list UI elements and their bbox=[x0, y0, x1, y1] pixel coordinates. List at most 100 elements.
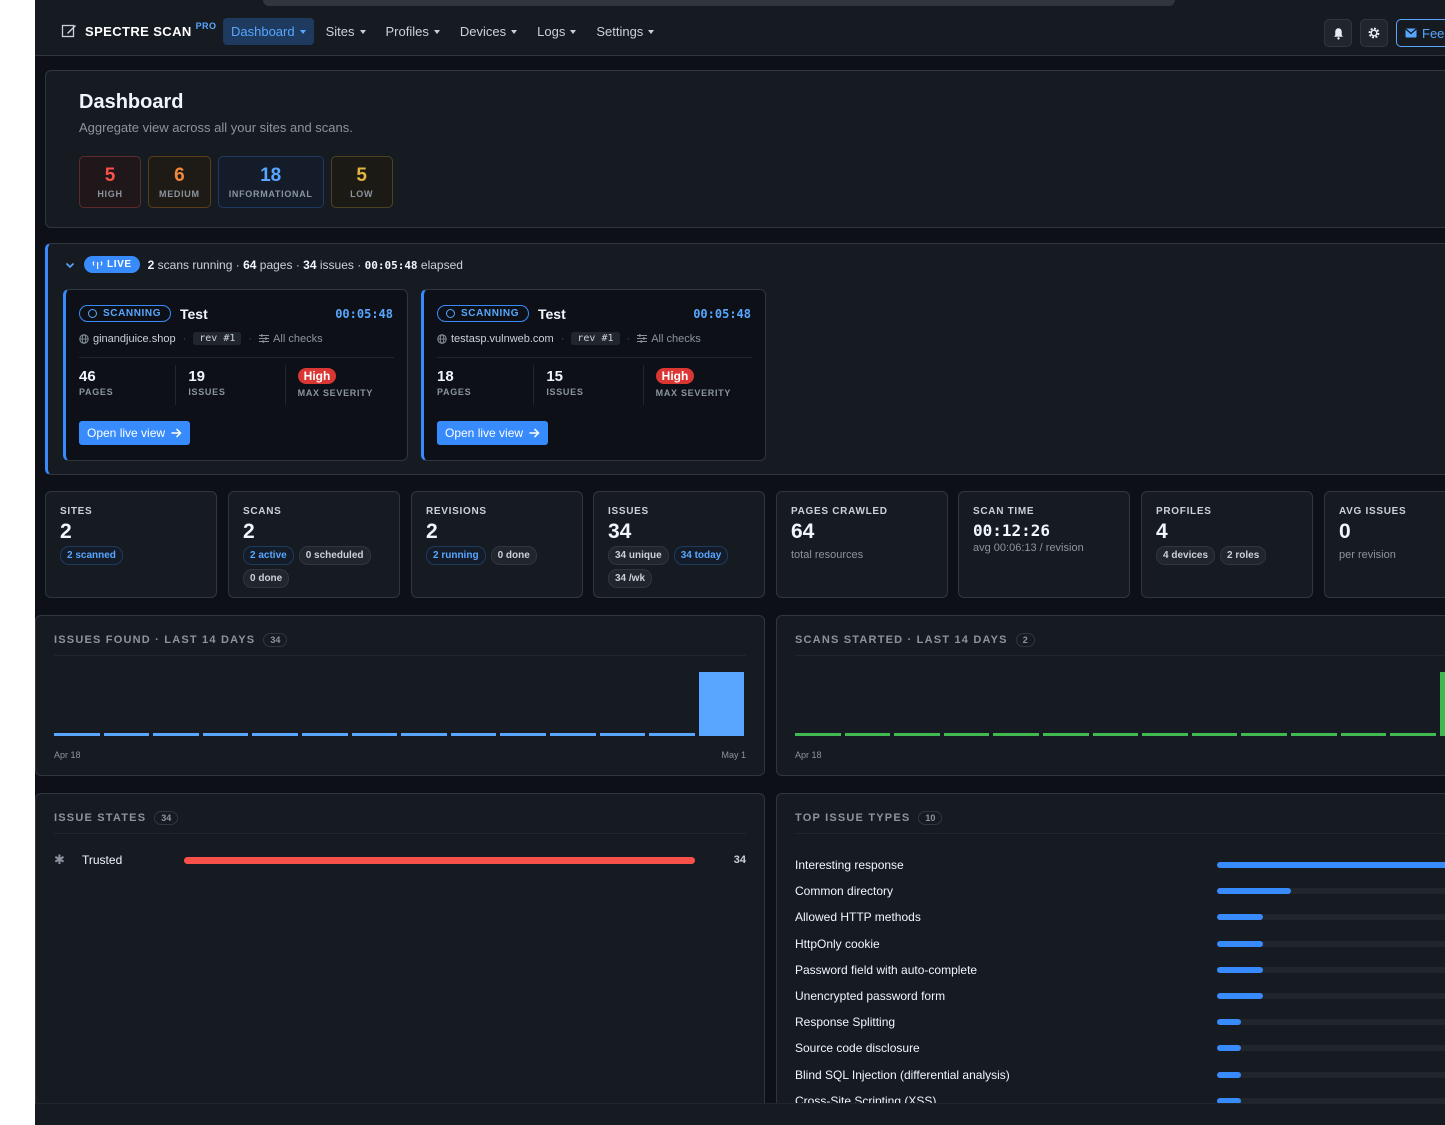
nav-dashboard[interactable]: Dashboard bbox=[223, 18, 314, 45]
scan-checks-label: All checks bbox=[651, 332, 701, 345]
settings-button[interactable] bbox=[1360, 19, 1388, 47]
issue-type-row[interactable]: Response Splitting bbox=[795, 1009, 1445, 1035]
window-drag-handle[interactable] bbox=[263, 0, 1175, 6]
stat-value: 15 bbox=[546, 368, 564, 385]
nav-label: Profiles bbox=[385, 24, 429, 39]
brand-name: SPECTRE SCAN bbox=[85, 23, 192, 39]
chart-bar[interactable] bbox=[202, 733, 249, 736]
chart-bar[interactable] bbox=[401, 733, 447, 736]
stat-label: MAX SEVERITY bbox=[297, 388, 374, 398]
chart-bar[interactable] bbox=[894, 733, 940, 736]
live-badge: LIVE bbox=[84, 256, 140, 273]
stat-card-issues[interactable]: ISSUES 34 34 unique 34 today 34 /wk bbox=[593, 491, 765, 598]
nav-profiles[interactable]: Profiles bbox=[378, 18, 448, 45]
open-live-view-button[interactable]: Open live view bbox=[437, 421, 549, 445]
chart-bar[interactable] bbox=[153, 733, 199, 736]
issue-type-row[interactable]: HttpOnly cookie bbox=[795, 931, 1445, 957]
issue-type-bar bbox=[1217, 1097, 1241, 1104]
brand[interactable]: SPECTRE SCAN PRO bbox=[61, 21, 217, 39]
stat-card-revisions[interactable]: REVISIONS 2 2 running 0 done bbox=[411, 491, 583, 598]
count-badge: 34 bbox=[154, 811, 179, 825]
nav-sites[interactable]: Sites bbox=[318, 18, 374, 45]
severity-informational[interactable]: 18 INFORMATIONAL bbox=[217, 156, 324, 208]
issue-type-row[interactable]: Interesting response bbox=[795, 852, 1445, 878]
stat-chips: 2 running 0 done bbox=[426, 546, 574, 565]
nav-logs[interactable]: Logs bbox=[529, 18, 584, 45]
chart-bar[interactable] bbox=[500, 733, 546, 736]
stat-card-pages-crawled[interactable]: PAGES CRAWLED 64 total resources bbox=[776, 491, 948, 598]
issue-type-row[interactable]: Common directory bbox=[795, 878, 1445, 904]
globe-icon bbox=[79, 333, 89, 344]
scan-status-label: SCANNING bbox=[103, 308, 162, 319]
chart-bar[interactable] bbox=[103, 733, 150, 736]
open-live-view-button[interactable]: Open live view bbox=[79, 421, 191, 445]
chevron-down-icon[interactable] bbox=[64, 259, 76, 271]
scan-site[interactable]: testasp.vulnweb.com bbox=[451, 332, 554, 345]
stat-title: SITES bbox=[60, 506, 93, 517]
chart-bar[interactable] bbox=[1439, 672, 1445, 736]
issue-type-row[interactable]: Allowed HTTP methods bbox=[795, 904, 1445, 930]
scan-meta: ginandjuice.shop · rev #1 · All checks bbox=[79, 332, 323, 345]
scan-meta: testasp.vulnweb.com · rev #1 · All check… bbox=[437, 332, 701, 345]
chart-bar[interactable] bbox=[698, 672, 745, 736]
chart-bar[interactable] bbox=[1390, 733, 1436, 736]
nav-settings[interactable]: Settings bbox=[588, 18, 662, 45]
stat-value: 4 bbox=[1156, 520, 1168, 543]
scan-stat-severity: High MAX SEVERITY bbox=[644, 365, 752, 405]
chart-bar[interactable] bbox=[549, 733, 596, 736]
nav-label: Sites bbox=[325, 24, 355, 39]
stat-card-sites[interactable]: SITES 2 2 scanned bbox=[45, 491, 217, 598]
chart-bar[interactable] bbox=[1042, 733, 1089, 736]
chart-bar[interactable] bbox=[1142, 733, 1188, 736]
stat-card-scans[interactable]: SCANS 2 2 active 0 scheduled 0 done bbox=[228, 491, 400, 598]
chart-bar[interactable] bbox=[993, 733, 1039, 736]
chart-bar[interactable] bbox=[1191, 733, 1238, 736]
severity-count: 6 bbox=[174, 164, 185, 186]
stat-label: PAGES bbox=[79, 387, 114, 397]
chart-bar[interactable] bbox=[1290, 733, 1337, 736]
issue-type-name: Unencrypted password form bbox=[795, 989, 946, 1004]
issue-type-row[interactable]: Blind SQL Injection (differential analys… bbox=[795, 1062, 1445, 1088]
chart-bar[interactable] bbox=[795, 733, 841, 736]
chart-bar[interactable] bbox=[1092, 733, 1139, 736]
chart-bar[interactable] bbox=[1241, 733, 1287, 736]
scan-card[interactable]: SCANNING Test 00:05:48 testasp.vulnweb.c… bbox=[421, 289, 766, 461]
chart-bar[interactable] bbox=[54, 733, 100, 736]
stat-card-scan-time[interactable]: SCAN TIME 00:12:26 avg 00:06:13 / revisi… bbox=[958, 491, 1130, 598]
chart-bar[interactable] bbox=[450, 733, 497, 736]
nav-devices[interactable]: Devices bbox=[452, 18, 525, 45]
chart-bar[interactable] bbox=[943, 733, 990, 736]
severity-high[interactable]: 5 HIGH bbox=[79, 156, 141, 208]
issue-type-row[interactable]: Unencrypted password form bbox=[795, 983, 1445, 1009]
scan-site[interactable]: ginandjuice.shop bbox=[93, 332, 176, 345]
chart-bar[interactable] bbox=[351, 733, 398, 736]
status-bar bbox=[35, 1103, 1445, 1125]
issue-state-row[interactable]: ✱ Trusted 34 bbox=[54, 852, 746, 868]
chart-bar[interactable] bbox=[1340, 733, 1387, 736]
issue-type-row[interactable]: Source code disclosure bbox=[795, 1035, 1445, 1061]
stat-card-profiles[interactable]: PROFILES 4 4 devices 2 roles bbox=[1141, 491, 1313, 598]
stat-card-avg-issues[interactable]: AVG ISSUES 0 per revision bbox=[1324, 491, 1445, 598]
scan-timer: 00:05:48 bbox=[335, 307, 393, 321]
browser-top-strip bbox=[35, 0, 1445, 10]
notifications-button[interactable] bbox=[1324, 19, 1352, 47]
spinner-icon bbox=[446, 309, 455, 318]
brand-tier: PRO bbox=[195, 21, 217, 31]
chevron-down-icon bbox=[299, 29, 306, 34]
chart-bar[interactable] bbox=[844, 733, 891, 736]
chart-bar[interactable] bbox=[301, 733, 348, 736]
feedback-button[interactable]: Feedback bbox=[1396, 19, 1445, 47]
severity-medium[interactable]: 6 MEDIUM bbox=[148, 156, 211, 208]
stat-title: PAGES CRAWLED bbox=[791, 506, 888, 517]
issue-type-row[interactable]: Password field with auto-complete bbox=[795, 957, 1445, 983]
chart-bar[interactable] bbox=[649, 733, 695, 736]
issue-type-bar-track bbox=[1217, 1097, 1445, 1104]
live-pages: 64 bbox=[243, 257, 257, 272]
stat-value: 2 bbox=[426, 520, 438, 543]
scan-card[interactable]: SCANNING Test 00:05:48 ginandjuice.shop … bbox=[63, 289, 408, 461]
chart-bar[interactable] bbox=[252, 733, 298, 736]
chevron-down-icon bbox=[648, 29, 655, 34]
stat-chip: 2 active bbox=[243, 546, 294, 565]
severity-low[interactable]: 5 LOW bbox=[330, 156, 393, 208]
chart-bar[interactable] bbox=[599, 733, 646, 736]
